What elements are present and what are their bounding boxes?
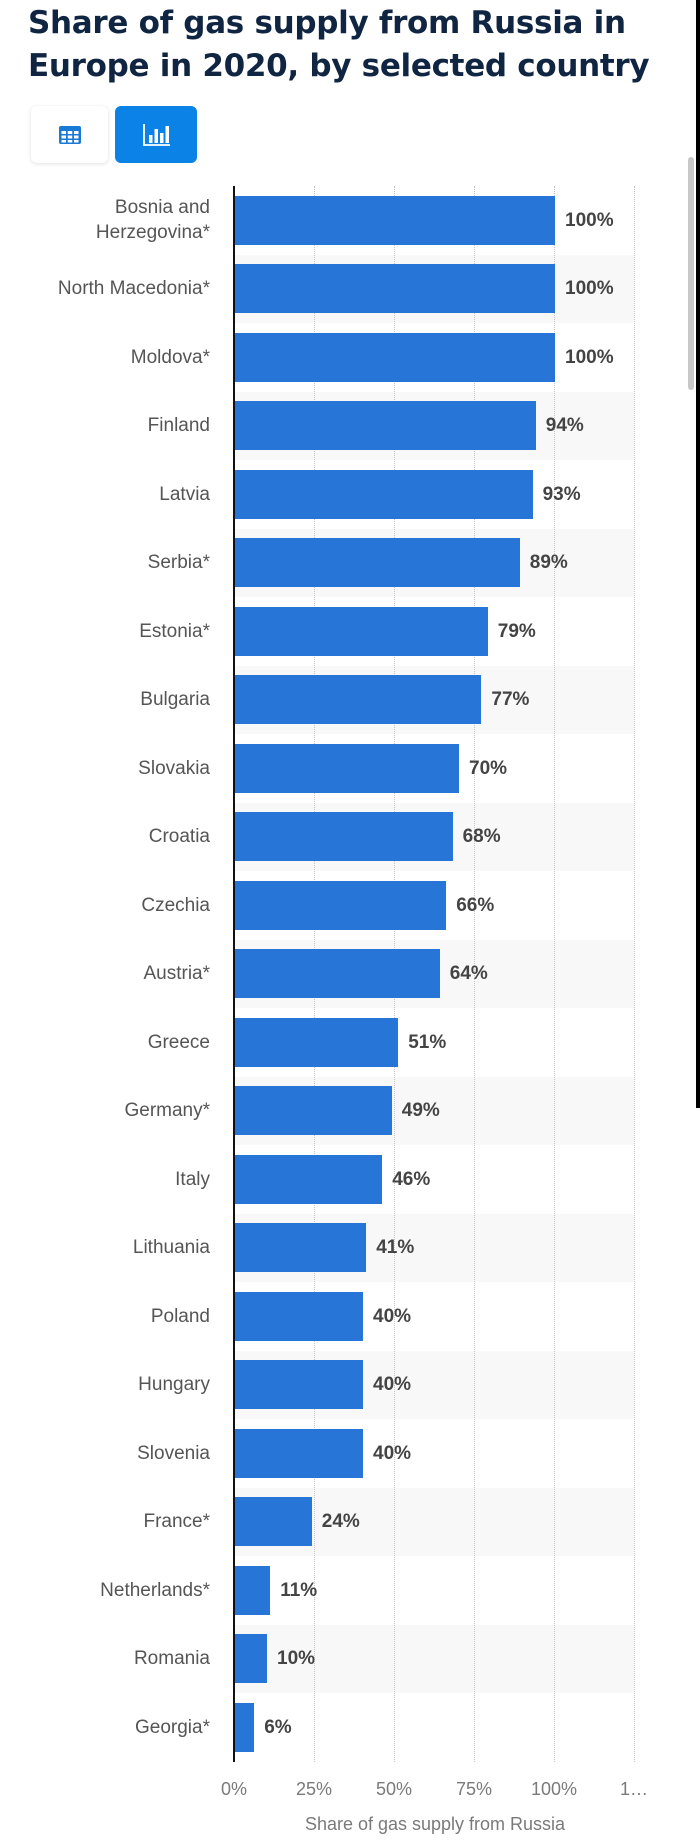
row-band [234, 1693, 634, 1762]
x-tick-label: 0% [220, 1779, 248, 1799]
category-label: Moldova* [130, 346, 210, 368]
scrollbar-thumb[interactable] [688, 157, 694, 390]
bar-chart-icon [143, 123, 170, 146]
value-label: 10% [277, 1648, 316, 1670]
category-label: Georgia* [135, 1716, 210, 1738]
bar[interactable] [235, 1223, 367, 1273]
value-label: 51% [408, 1031, 447, 1053]
value-label: 70% [469, 757, 508, 779]
category-label: Greece [147, 1031, 210, 1053]
x-tick-label: 1… [619, 1779, 649, 1799]
category-label: Italy [175, 1168, 210, 1190]
category-label: Croatia [148, 826, 210, 848]
value-label: 11% [280, 1579, 318, 1601]
row-band [234, 1624, 634, 1693]
value-label: 79% [497, 620, 536, 642]
value-label: 100% [565, 346, 614, 368]
x-axis-title: Share of gas supply from Russia [304, 1814, 566, 1834]
value-label: 40% [373, 1442, 412, 1464]
chart-title: Share of gas supply from Russia in Europ… [28, 5, 650, 84]
bar[interactable] [235, 1154, 383, 1204]
category-label: Czechia [141, 894, 210, 916]
value-label: 94% [545, 415, 584, 437]
value-label: 40% [373, 1305, 412, 1327]
bar[interactable] [235, 812, 453, 862]
bar[interactable] [235, 949, 440, 999]
category-label: Netherlands* [100, 1579, 210, 1601]
bar[interactable] [235, 469, 533, 519]
category-label: Lithuania [132, 1237, 210, 1259]
y-axis-line [233, 186, 235, 1762]
bar[interactable] [235, 1497, 312, 1547]
chart-view-button[interactable] [115, 106, 197, 163]
bar[interactable] [235, 880, 447, 930]
value-label: 41% [376, 1237, 415, 1259]
gridline [474, 186, 475, 1762]
bar[interactable] [235, 743, 459, 793]
value-label: 100% [565, 278, 614, 300]
bar[interactable] [235, 538, 520, 588]
table-icon [58, 125, 81, 144]
category-label: Bosnia and Herzegovina* [95, 197, 210, 244]
bar[interactable] [235, 332, 555, 382]
category-label: France* [143, 1511, 210, 1533]
bar[interactable] [235, 1634, 267, 1684]
window-edge [696, 0, 700, 1108]
value-label: 6% [264, 1716, 292, 1738]
value-label: 64% [449, 963, 488, 985]
bar[interactable] [235, 195, 555, 245]
value-label: 89% [529, 552, 568, 574]
category-label: Finland [147, 415, 210, 437]
x-tick-label: 50% [375, 1779, 413, 1799]
category-label: Hungary [138, 1374, 210, 1396]
bar[interactable] [235, 401, 536, 451]
bar[interactable] [235, 1360, 363, 1410]
bar[interactable] [235, 1086, 392, 1136]
category-label: Romania [133, 1648, 210, 1670]
bar[interactable] [235, 1702, 255, 1752]
value-label: 77% [491, 689, 530, 711]
x-tick-label: 75% [455, 1779, 493, 1799]
value-label: 68% [462, 826, 501, 848]
value-label: 93% [542, 483, 581, 505]
category-label: Serbia* [147, 552, 210, 574]
bar[interactable] [235, 1565, 271, 1615]
bar[interactable] [235, 264, 555, 314]
category-label: Estonia* [139, 620, 210, 642]
category-label: Slovenia [137, 1442, 210, 1464]
bar[interactable] [235, 1291, 363, 1341]
category-label: Germany* [124, 1100, 210, 1122]
x-tick-label: 25% [295, 1779, 333, 1799]
value-label: 40% [373, 1374, 412, 1396]
gridline [554, 186, 555, 1762]
bar[interactable] [235, 1017, 399, 1067]
bar[interactable] [235, 606, 488, 656]
gridline [634, 186, 635, 1762]
category-label: Latvia [159, 483, 210, 505]
value-label: 24% [321, 1511, 360, 1533]
bar[interactable] [235, 1428, 363, 1478]
category-label: Poland [150, 1305, 210, 1327]
value-label: 49% [401, 1100, 440, 1122]
x-tick-label: 100% [530, 1779, 578, 1799]
value-label: 66% [456, 894, 495, 916]
bar[interactable] [235, 675, 482, 725]
value-label: 100% [565, 209, 614, 231]
value-label: 46% [392, 1168, 431, 1190]
category-label: North Macedonia* [57, 278, 210, 300]
category-label: Slovakia [138, 757, 210, 779]
category-label: Bulgaria [140, 689, 210, 711]
table-view-button[interactable] [31, 106, 108, 163]
category-label: Austria* [143, 963, 210, 985]
